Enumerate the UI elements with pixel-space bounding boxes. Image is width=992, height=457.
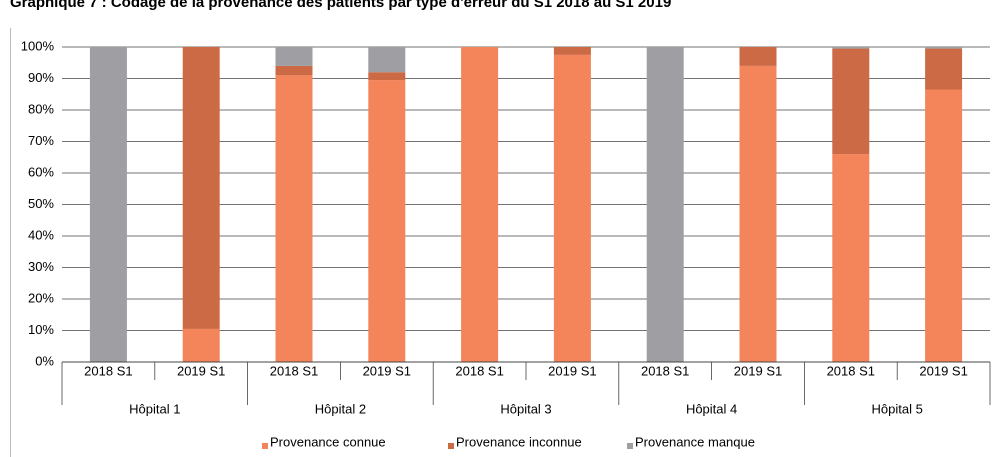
bar-segment bbox=[925, 48, 963, 90]
bar-segment bbox=[275, 75, 313, 362]
bar-segment bbox=[832, 154, 870, 362]
legend-swatch bbox=[627, 443, 633, 449]
bar-segment bbox=[925, 89, 963, 363]
bar-segment bbox=[553, 47, 591, 55]
bar-segment bbox=[739, 47, 777, 66]
group-label: Hôpital 2 bbox=[315, 401, 366, 416]
x-tick-label: 2019 S1 bbox=[363, 363, 411, 378]
y-tick-label: 80% bbox=[28, 101, 54, 116]
bar-segment bbox=[832, 48, 870, 155]
y-tick-label: 100% bbox=[21, 38, 55, 53]
x-tick-label: 2019 S1 bbox=[919, 363, 967, 378]
bar-segment bbox=[275, 65, 313, 76]
y-tick-label: 0% bbox=[35, 353, 54, 368]
x-tick-label: 2018 S1 bbox=[827, 363, 875, 378]
group-label: Hôpital 5 bbox=[872, 401, 923, 416]
y-tick-label: 40% bbox=[28, 227, 54, 242]
bar-segment bbox=[182, 47, 220, 329]
legend-label: Provenance manque bbox=[635, 434, 755, 449]
bar-segment bbox=[368, 47, 406, 73]
bar-segment bbox=[739, 65, 777, 363]
y-tick-label: 90% bbox=[28, 70, 54, 85]
x-tick-label: 2018 S1 bbox=[84, 363, 132, 378]
group-label: Hôpital 4 bbox=[686, 401, 737, 416]
x-tick-label: 2018 S1 bbox=[455, 363, 503, 378]
y-tick-label: 10% bbox=[28, 322, 54, 337]
bar-segment bbox=[368, 72, 406, 81]
legend-label: Provenance inconnue bbox=[456, 434, 582, 449]
bar-segment bbox=[275, 47, 313, 66]
bar-segment bbox=[461, 47, 499, 362]
bar-segment bbox=[646, 47, 684, 362]
y-tick-label: 70% bbox=[28, 133, 54, 148]
x-tick-label: 2019 S1 bbox=[734, 363, 782, 378]
bar-segment bbox=[832, 47, 870, 49]
chart-title: Graphique 7 : Codage de la provenance de… bbox=[10, 0, 671, 11]
bar-segment bbox=[182, 328, 220, 362]
legend-label: Provenance connue bbox=[270, 434, 386, 449]
group-label: Hôpital 3 bbox=[500, 401, 551, 416]
y-tick-label: 60% bbox=[28, 164, 54, 179]
y-tick-label: 50% bbox=[28, 196, 54, 211]
legend-swatch bbox=[448, 443, 454, 449]
x-tick-label: 2019 S1 bbox=[548, 363, 596, 378]
y-tick-label: 20% bbox=[28, 290, 54, 305]
x-tick-label: 2018 S1 bbox=[641, 363, 689, 378]
bar-segment bbox=[368, 80, 406, 362]
x-tick-label: 2018 S1 bbox=[270, 363, 318, 378]
legend-swatch bbox=[262, 443, 268, 449]
y-tick-label: 30% bbox=[28, 259, 54, 274]
bar-segment bbox=[925, 47, 963, 49]
group-label: Hôpital 1 bbox=[129, 401, 180, 416]
bar-segment bbox=[553, 54, 591, 362]
bar-segment bbox=[89, 47, 127, 362]
x-tick-label: 2019 S1 bbox=[177, 363, 225, 378]
